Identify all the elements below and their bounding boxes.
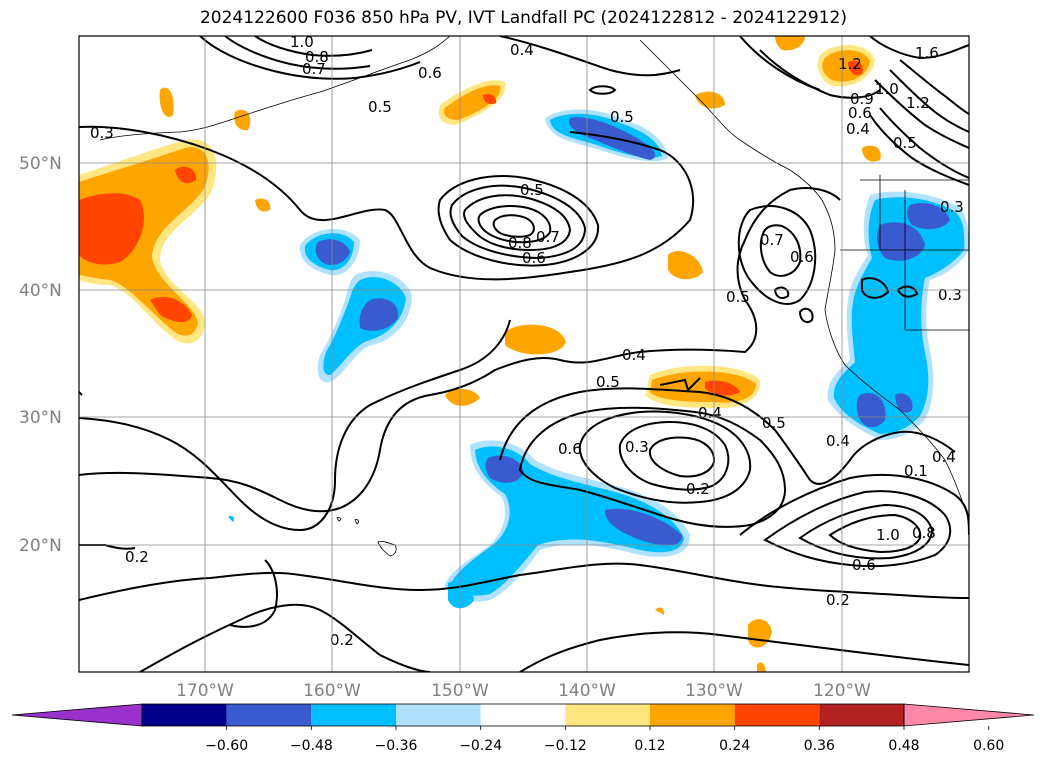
contour-label: 0.1 xyxy=(904,462,928,480)
contour-label: 0.6 xyxy=(558,440,582,458)
contour-label: 0.8 xyxy=(912,524,936,542)
plot-frame xyxy=(78,35,970,673)
lon-label-130w: 130°W xyxy=(685,681,743,701)
lon-label-170w: 170°W xyxy=(176,681,234,701)
contour-label: 1.0 xyxy=(290,33,314,51)
shaded-regions xyxy=(79,36,969,672)
contour-label: 0.2 xyxy=(330,631,354,649)
contour-label: 0.4 xyxy=(510,41,534,59)
colorbar-outline xyxy=(141,703,905,727)
colorbar-tick-label: −0.48 xyxy=(290,738,333,754)
colorbar-box xyxy=(565,704,650,726)
contour-label: 0.9 xyxy=(850,90,874,108)
colorbar-boxes xyxy=(11,703,1035,727)
contour-label: 0.6 xyxy=(522,249,546,267)
contour-label: 0.5 xyxy=(726,288,750,306)
colorbar-box xyxy=(480,704,566,726)
lat-label-30n: 30°N xyxy=(19,408,62,428)
lon-label-160w: 160°W xyxy=(303,681,361,701)
contour-label: 0.2 xyxy=(826,591,850,609)
lon-label-140w: 140°W xyxy=(558,681,616,701)
lon-label-120w: 120°W xyxy=(813,681,871,701)
contour-label: 0.3 xyxy=(938,286,962,304)
colorbar-box xyxy=(226,704,312,726)
contour-label: 0.7 xyxy=(536,228,560,246)
gridlines xyxy=(79,36,969,672)
colorbar-extend-min xyxy=(11,703,143,727)
contour-label: 0.5 xyxy=(596,373,620,391)
colorbar-tick-label: −0.24 xyxy=(459,738,502,754)
contour-label: 0.4 xyxy=(846,120,870,138)
latitude-labels: 50°N 40°N 30°N 20°N xyxy=(19,154,62,556)
colorbar-tick-label: −0.12 xyxy=(544,738,587,754)
contour-label: 0.7 xyxy=(760,231,784,249)
contour-label: 0.3 xyxy=(90,124,114,142)
contour-label: 0.2 xyxy=(125,548,149,566)
lat-label-40n: 40°N xyxy=(19,281,62,301)
contour-label: 0.4 xyxy=(826,432,850,450)
contour-label: 0.2 xyxy=(686,480,710,498)
contour-label: 1.2 xyxy=(906,94,930,112)
colorbar-tick-label: 0.12 xyxy=(634,738,665,754)
contour-label: 0.4 xyxy=(622,346,646,364)
longitude-labels: 170°W 160°W 150°W 140°W 130°W 120°W xyxy=(176,681,871,701)
contour-label: 0.6 xyxy=(848,104,872,122)
lat-label-20n: 20°N xyxy=(19,536,62,556)
contour-label: 0.6 xyxy=(790,248,814,266)
colorbar-tick-label: −0.60 xyxy=(205,738,248,754)
plot-area xyxy=(79,36,969,672)
contour-labels: 0.3 0.5 0.5 0.4 0.6 0.7 1.0 0.8 1.2 1.6 … xyxy=(90,33,964,649)
colorbar-box xyxy=(819,704,904,726)
contour-label: 0.5 xyxy=(893,134,917,152)
colorbar-box xyxy=(650,704,735,726)
contour-label: 0.3 xyxy=(940,198,964,216)
contour-label: 0.8 xyxy=(305,48,329,66)
contour-label: 0.6 xyxy=(418,64,442,82)
contour-label: 0.4 xyxy=(698,404,722,422)
colorbar-box xyxy=(142,704,227,726)
pv-contours xyxy=(79,36,969,672)
contour-label: 0.6 xyxy=(852,556,876,574)
colorbar-box xyxy=(311,704,396,726)
map-title: 2024122600 F036 850 hPa PV, IVT Landfall… xyxy=(199,8,847,28)
coastlines xyxy=(99,36,969,557)
contour-label: 0.5 xyxy=(762,414,786,432)
colorbar-box xyxy=(734,704,820,726)
colorbar-tick-label: 0.36 xyxy=(804,738,835,754)
colorbar: −0.60 −0.48 −0.36 −0.24 −0.12 0.12 0.24 0.36 0.4… xyxy=(11,703,1035,754)
contour-label: 0.4 xyxy=(932,448,956,466)
lat-label-50n: 50°N xyxy=(19,154,62,174)
colorbar-tick-label: 0.60 xyxy=(973,738,1004,754)
colorbar-ticks: −0.60 −0.48 −0.36 −0.24 −0.12 0.12 0.24 0.36 0.4… xyxy=(205,726,1004,754)
colorbar-extend-max xyxy=(903,703,1035,727)
lon-label-150w: 150°W xyxy=(431,681,489,701)
colorbar-box xyxy=(396,704,481,726)
contour-label: 0.5 xyxy=(520,181,544,199)
colorbar-tick-label: −0.36 xyxy=(375,738,418,754)
colorbar-tick-label: 0.24 xyxy=(719,738,750,754)
colorbar-tick-label: 0.48 xyxy=(888,738,919,754)
contour-label: 1.6 xyxy=(915,44,939,62)
contour-label: 1.0 xyxy=(875,80,899,98)
contour-label: 0.5 xyxy=(368,98,392,116)
contour-label: 1.2 xyxy=(838,55,862,73)
contour-label: 1.0 xyxy=(876,526,900,544)
contour-label: 0.8 xyxy=(508,234,532,252)
contour-label: 0.5 xyxy=(610,108,634,126)
contour-label: 0.7 xyxy=(302,60,326,78)
contour-label: 0.3 xyxy=(625,438,649,456)
